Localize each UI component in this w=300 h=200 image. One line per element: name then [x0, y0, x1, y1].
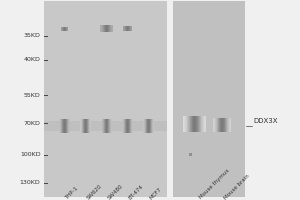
- Text: Mouse brain: Mouse brain: [224, 173, 251, 200]
- Bar: [204, 116, 205, 132]
- Bar: [223, 118, 224, 132]
- Bar: [221, 118, 222, 132]
- Text: BT-474: BT-474: [128, 184, 144, 200]
- Bar: [218, 118, 219, 132]
- Bar: [199, 116, 200, 132]
- Text: 70KD: 70KD: [24, 121, 40, 126]
- Bar: [198, 116, 199, 132]
- Bar: [227, 118, 228, 132]
- Text: MCF7: MCF7: [148, 186, 163, 200]
- Bar: [196, 116, 197, 132]
- Text: SW620: SW620: [85, 183, 103, 200]
- Bar: [205, 116, 206, 132]
- Text: 35KD: 35KD: [24, 33, 40, 38]
- Bar: [189, 153, 192, 156]
- Bar: [187, 116, 188, 132]
- Bar: [190, 116, 191, 132]
- Text: SW480: SW480: [106, 183, 124, 200]
- Bar: [217, 118, 218, 132]
- Text: Mouse thymus: Mouse thymus: [198, 168, 230, 200]
- Bar: [197, 116, 198, 132]
- Bar: [201, 116, 202, 132]
- Bar: [202, 116, 203, 132]
- Bar: [215, 118, 216, 132]
- Bar: [202, 116, 203, 132]
- Bar: [224, 118, 225, 132]
- Bar: [213, 118, 214, 132]
- Bar: [226, 118, 227, 132]
- Text: 55KD: 55KD: [24, 93, 40, 98]
- Text: 100KD: 100KD: [20, 152, 40, 157]
- Bar: [229, 118, 230, 132]
- Text: THP-1: THP-1: [64, 186, 79, 200]
- Bar: [184, 116, 185, 132]
- Bar: [222, 118, 223, 132]
- Bar: [193, 116, 194, 132]
- Bar: [228, 118, 229, 132]
- Bar: [214, 118, 215, 132]
- Bar: [44, 1, 166, 197]
- Bar: [44, 121, 166, 131]
- Bar: [172, 1, 244, 197]
- Bar: [220, 118, 221, 132]
- Bar: [189, 116, 190, 132]
- Text: DDX3X: DDX3X: [254, 118, 278, 124]
- Text: 130KD: 130KD: [20, 180, 40, 185]
- Bar: [200, 116, 201, 132]
- Bar: [216, 118, 217, 132]
- Bar: [196, 116, 197, 132]
- Text: 40KD: 40KD: [24, 57, 40, 62]
- Bar: [195, 116, 196, 132]
- Bar: [185, 116, 186, 132]
- Bar: [186, 116, 187, 132]
- Bar: [183, 116, 184, 132]
- Bar: [230, 118, 231, 132]
- Bar: [219, 118, 220, 132]
- Bar: [225, 118, 226, 132]
- Bar: [194, 116, 195, 132]
- Bar: [203, 116, 204, 132]
- Bar: [188, 116, 189, 132]
- Bar: [191, 116, 192, 132]
- Bar: [192, 116, 193, 132]
